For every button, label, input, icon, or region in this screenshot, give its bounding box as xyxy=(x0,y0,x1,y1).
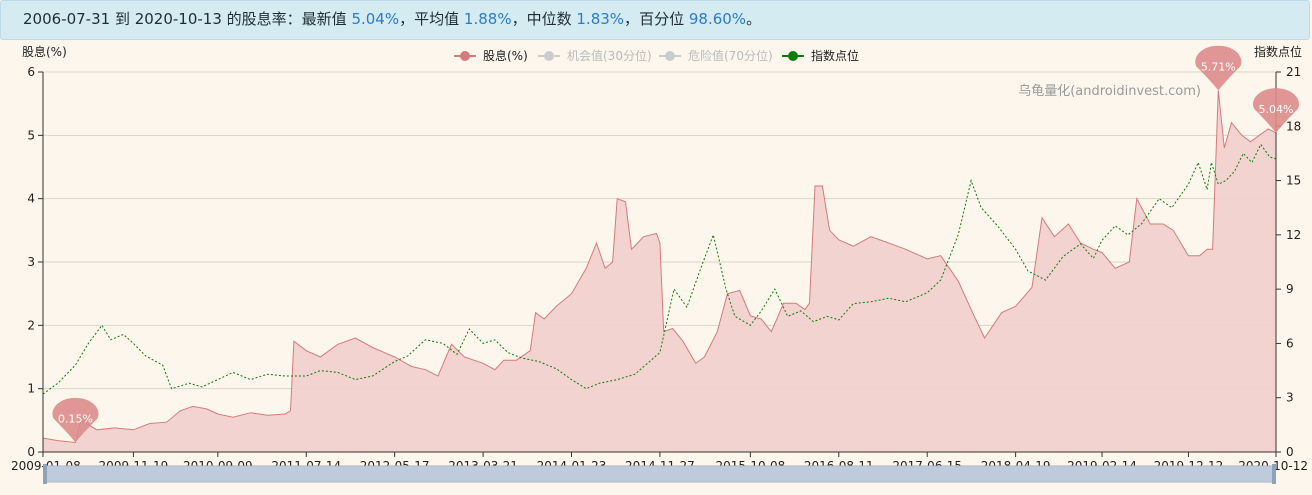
legend-label: 机会值(30分位) xyxy=(567,48,652,63)
y-left-tick-label: 0 xyxy=(27,445,35,459)
dividend-area-fill xyxy=(43,90,1276,453)
legend-swatch-dot xyxy=(788,51,798,61)
marker-pin: 5.71% xyxy=(1195,45,1242,91)
y-right-axis-label: 指数点位 xyxy=(1254,44,1302,59)
marker-bubble xyxy=(52,397,99,443)
legend[interactable]: 股息(%) 机会值(30分位) 危险值(70分位) 指数点位 xyxy=(454,48,859,63)
y-left-tick-label: 3 xyxy=(27,255,35,269)
summary-mean-label: 平均值 xyxy=(414,10,460,28)
zoom-handle[interactable] xyxy=(43,464,47,484)
summary-percentile-label: 百分位 xyxy=(639,10,685,28)
dividend-line xyxy=(42,90,1277,444)
legend-item[interactable]: 危险值(70分位) xyxy=(659,48,773,63)
legend-item[interactable]: 指数点位 xyxy=(782,48,859,63)
summary-sep: ， xyxy=(624,10,640,28)
legend-label: 指数点位 xyxy=(811,48,859,63)
summary-range: 2006-07-31 到 2020-10-13 的股息率： xyxy=(23,10,302,28)
legend-swatch-dot xyxy=(665,51,675,61)
summary-latest-label: 最新值 xyxy=(301,10,347,28)
marker-pin: 0.15% xyxy=(52,397,99,443)
dividend-area xyxy=(43,90,1276,453)
y-right-tick-label: 9 xyxy=(1286,282,1294,296)
marker-label: 0.15% xyxy=(58,413,93,426)
y-right-tick-label: 3 xyxy=(1286,391,1294,405)
summary-sep: ， xyxy=(511,10,527,28)
legend-item[interactable]: 机会值(30分位) xyxy=(538,48,652,63)
y-right-tick-label: 15 xyxy=(1286,174,1301,188)
y-left-tick-label: 6 xyxy=(27,65,35,79)
legend-item[interactable]: 股息(%) xyxy=(454,48,528,63)
summary-end: 。 xyxy=(746,10,762,28)
y-right-tick-label: 12 xyxy=(1286,228,1301,242)
y-right-tick-label: 21 xyxy=(1286,65,1301,79)
marker-pins: 0.15% 5.71% 5.04% xyxy=(52,45,1299,443)
summary-sep: ， xyxy=(399,10,415,28)
y-left-tick-label: 2 xyxy=(27,318,35,332)
zoom-handle[interactable] xyxy=(1272,464,1276,484)
summary-bar: 2006-07-31 到 2020-10-13 的股息率：最新值 5.04%，平… xyxy=(0,0,1310,40)
marker-pin: 5.04% xyxy=(1252,88,1299,133)
y-left-tick-label: 1 xyxy=(27,382,35,396)
legend-label: 股息(%) xyxy=(483,48,528,63)
legend-swatch-dot xyxy=(460,51,470,61)
y-left-axis-label: 股息(%) xyxy=(22,44,67,59)
marker-label: 5.71% xyxy=(1201,60,1236,73)
summary-median-value: 1.83% xyxy=(576,10,625,28)
summary-latest-value: 5.04% xyxy=(351,10,400,28)
y-right-tick-label: 18 xyxy=(1286,119,1301,133)
marker-bubble xyxy=(1252,88,1299,133)
summary-mean-value: 1.88% xyxy=(463,10,512,28)
marker-bubble xyxy=(1195,45,1242,91)
y-left-tick-label: 5 xyxy=(27,128,35,142)
marker-label: 5.04% xyxy=(1259,103,1294,116)
zoom-range[interactable] xyxy=(45,466,1274,482)
summary-median-label: 中位数 xyxy=(526,10,572,28)
y-left-tick-label: 4 xyxy=(27,192,35,206)
dividend-yield-chart: 0123456036912151821股息(%)指数点位2009-01-0820… xyxy=(11,44,1308,484)
y-right-tick-label: 6 xyxy=(1286,336,1294,350)
watermark: 乌龟量化(androidinvest.com) xyxy=(1018,83,1201,99)
data-zoom-slider[interactable] xyxy=(43,464,1276,484)
y-right-tick-label: 0 xyxy=(1286,445,1294,459)
series-lines xyxy=(42,90,1277,444)
legend-label: 危险值(70分位) xyxy=(688,48,773,63)
summary-percentile-value: 98.60% xyxy=(688,10,747,28)
legend-swatch-dot xyxy=(544,51,554,61)
index-line xyxy=(42,143,1277,395)
